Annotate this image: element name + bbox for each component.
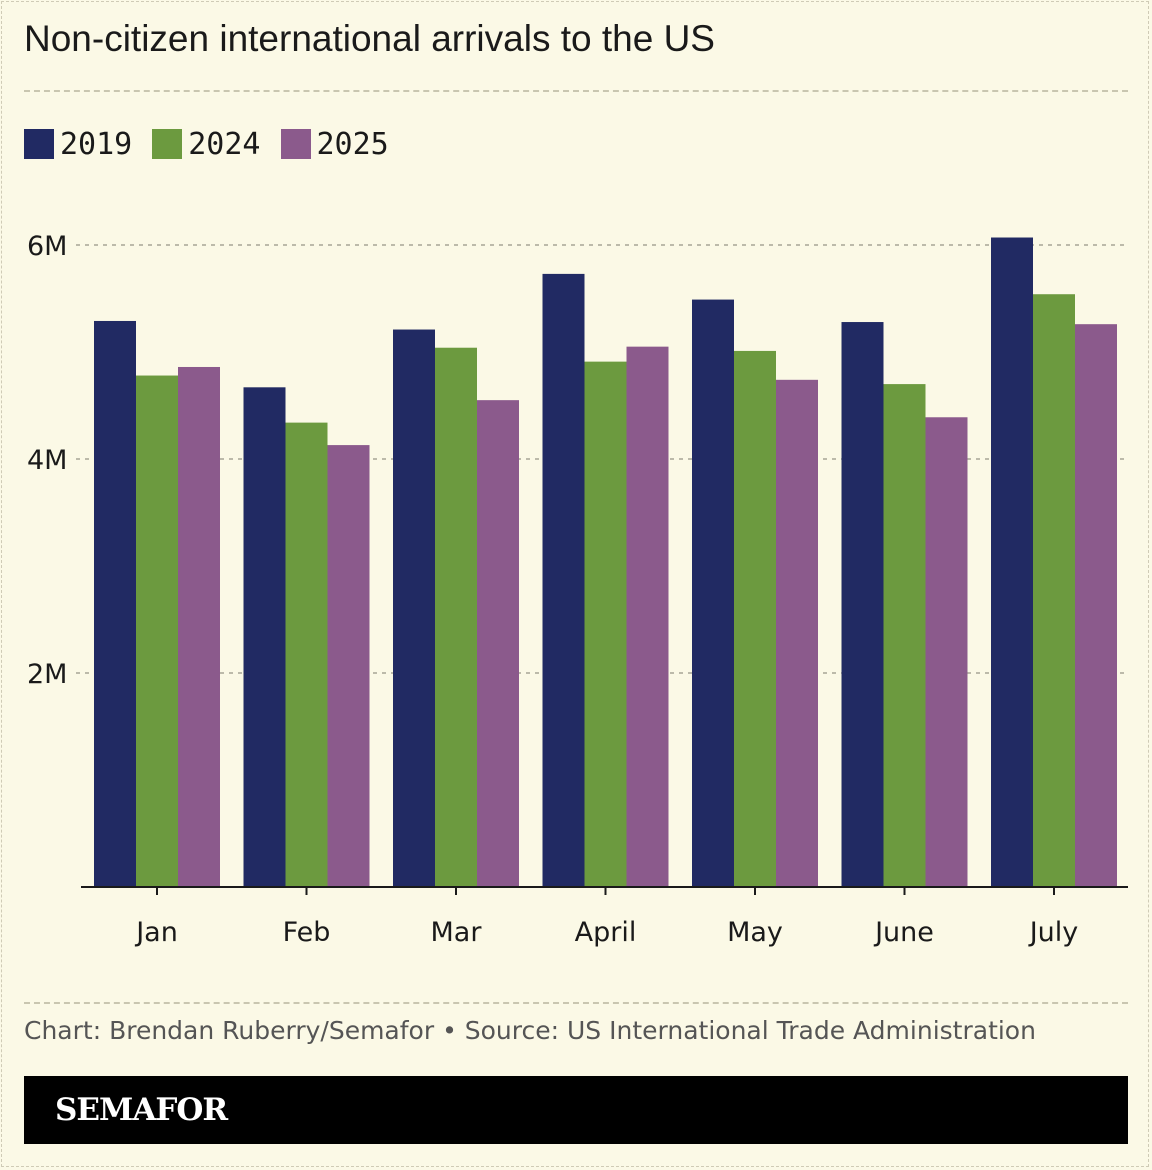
legend-swatch-2019 — [24, 129, 54, 159]
legend-swatch-2025 — [280, 129, 311, 159]
bar-april-2025 — [626, 346, 669, 887]
bar-feb-2025 — [327, 445, 370, 887]
legend-item-2025: 2025 — [280, 126, 389, 162]
legend-label-2019: 2019 — [60, 126, 133, 162]
chart-credit: Chart: Brendan Ruberry/Semafor • Source:… — [24, 1016, 1036, 1045]
legend-item-2024: 2024 — [152, 126, 261, 162]
legend-swatch-2024 — [152, 129, 183, 159]
bar-jan-2025 — [178, 366, 220, 888]
bar-feb-2019 — [243, 387, 286, 887]
bar-may-2019 — [692, 299, 734, 887]
y-tick-label-4M: 4M — [27, 445, 67, 476]
bar-july-2024 — [1033, 294, 1075, 888]
bar-chart: 2M 4M 6M Jan Feb Mar April May June July — [27, 231, 1128, 948]
brand-logo: SEMAFOR — [55, 1092, 228, 1128]
chart-title: Non-citizen international arrivals to th… — [24, 18, 715, 59]
bar-mar-2019 — [393, 329, 435, 887]
bar-july-2025 — [1075, 324, 1117, 887]
bar-mar-2024 — [435, 347, 477, 888]
bottom-divider — [24, 1002, 1128, 1004]
bar-mar-2025 — [477, 400, 519, 887]
bar-june-2019 — [841, 322, 884, 887]
brand-bar: SEMAFOR — [24, 1076, 1128, 1144]
bar-june-2025 — [925, 417, 968, 887]
bar-may-2024 — [734, 350, 776, 887]
y-tick-label-2M: 2M — [27, 659, 67, 690]
x-tick-label-june: June — [873, 917, 934, 948]
legend-label-2025: 2025 — [316, 126, 389, 162]
bar-feb-2024 — [285, 422, 328, 887]
x-tick-label-april: April — [575, 917, 637, 948]
bar-april-2024 — [584, 361, 627, 887]
top-divider — [24, 90, 1128, 92]
x-tick-label-may: May — [727, 917, 783, 948]
y-tick-label-6M: 6M — [27, 231, 67, 262]
legend-item-2019: 2019 — [24, 127, 132, 162]
legend-label-2024: 2024 — [188, 126, 261, 162]
bar-jan-2024 — [136, 375, 178, 887]
bar-july-2019 — [991, 237, 1033, 887]
x-tick-label-july: July — [1028, 917, 1079, 948]
bar-june-2024 — [883, 384, 926, 887]
bar-april-2019 — [542, 273, 585, 887]
bar-jan-2019 — [94, 320, 136, 888]
x-tick-label-jan: Jan — [134, 917, 178, 948]
bar-may-2025 — [776, 379, 818, 887]
x-tick-label-mar: Mar — [431, 917, 483, 948]
x-tick-label-feb: Feb — [283, 917, 331, 948]
legend: 2019 2024 2025 — [24, 126, 409, 162]
